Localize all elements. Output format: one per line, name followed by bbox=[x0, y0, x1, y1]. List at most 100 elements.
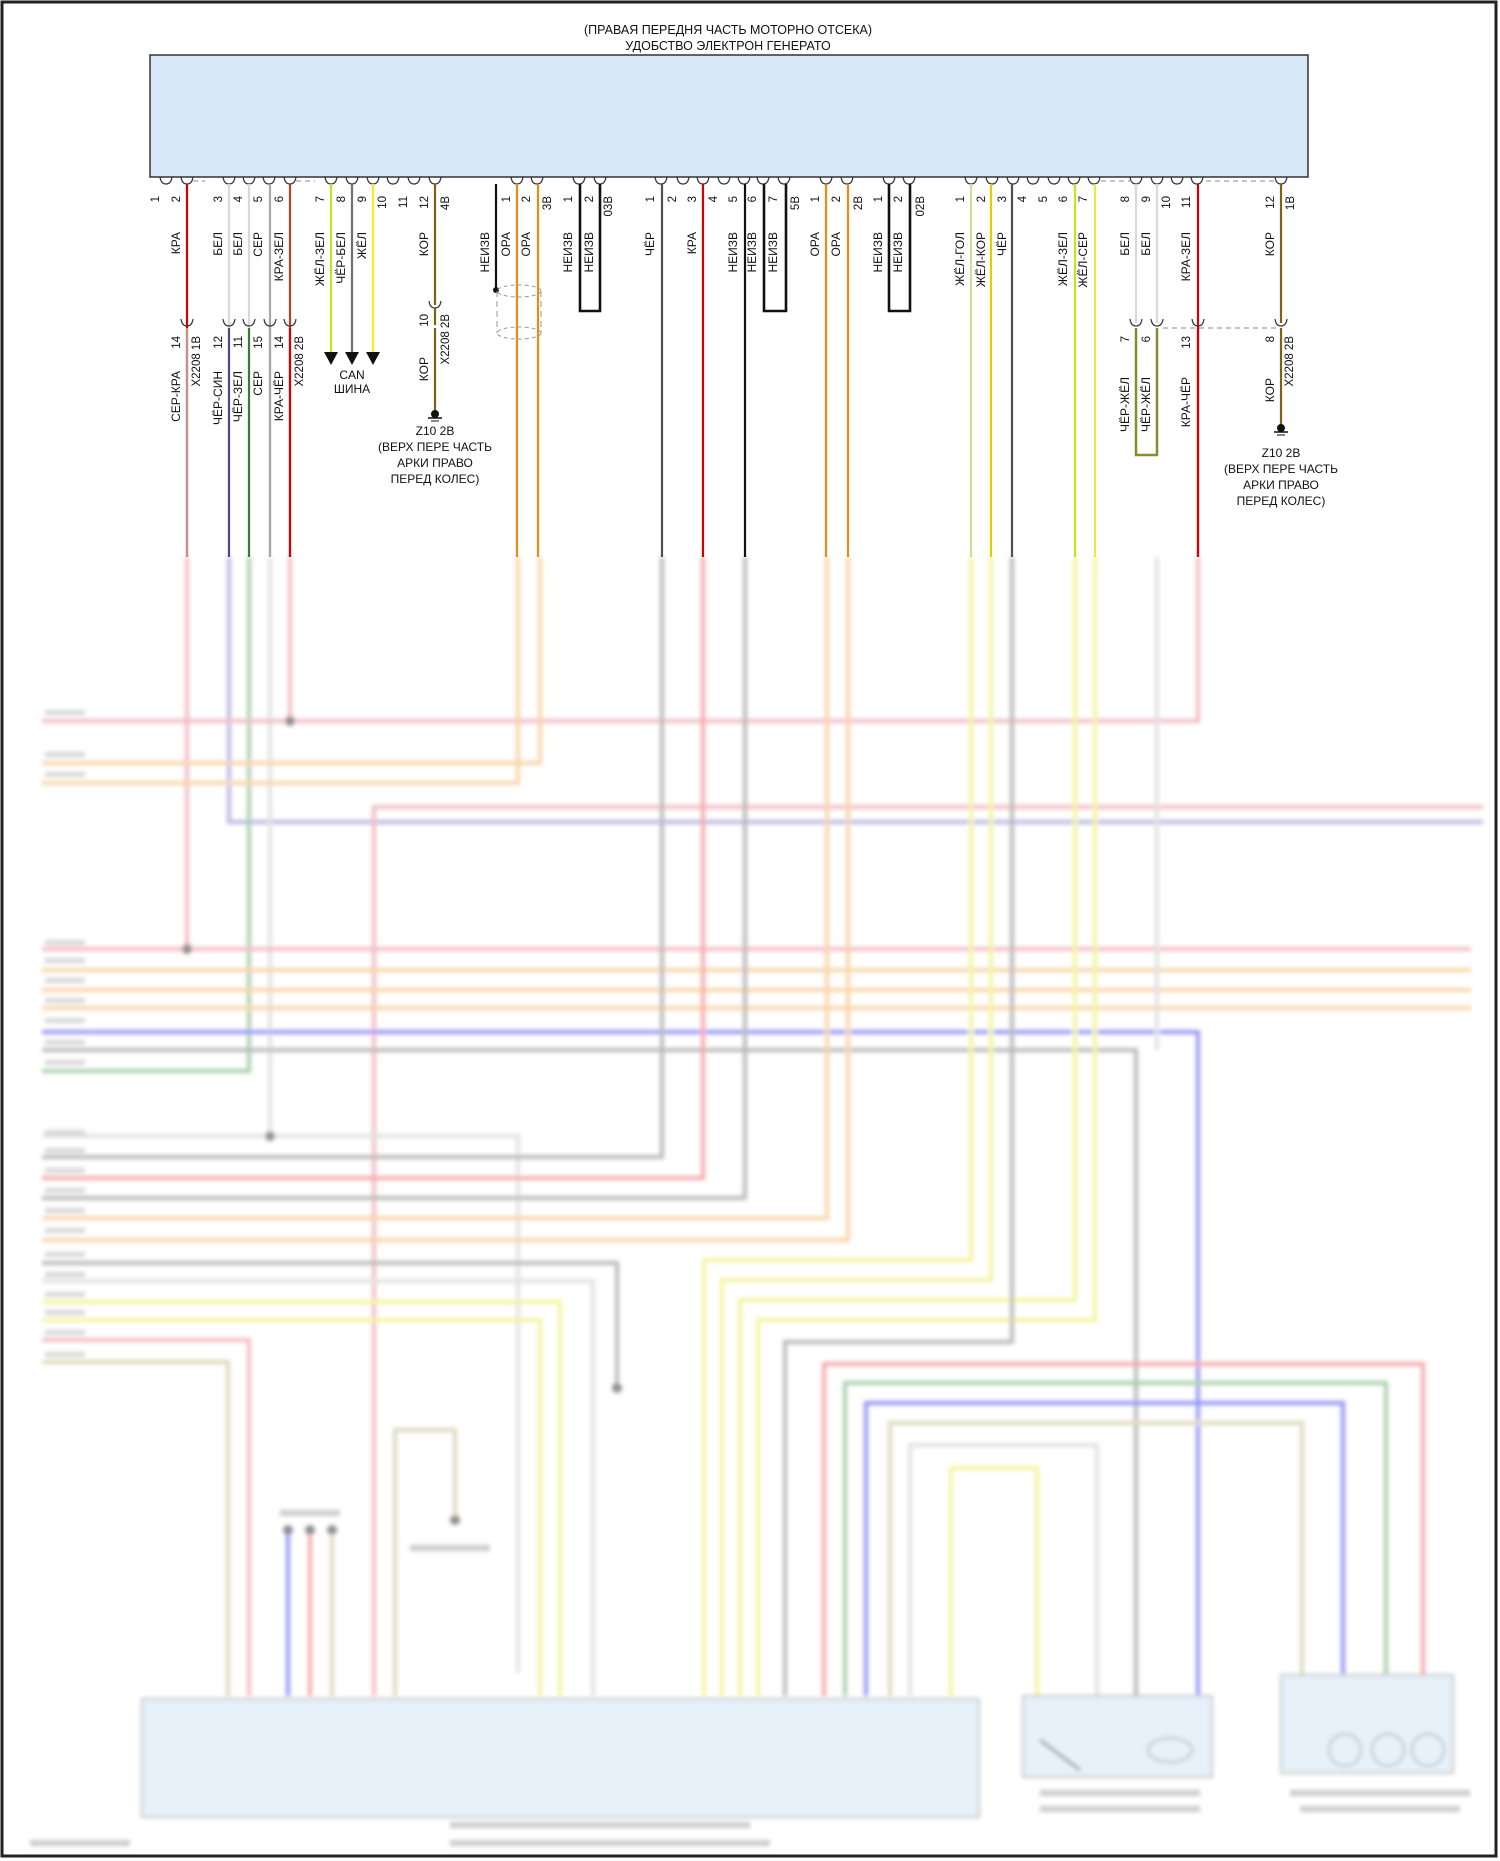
pin-number: 2 bbox=[976, 196, 988, 202]
pin-number: 9 bbox=[357, 196, 369, 202]
ground-location: АРКИ ПРАВО bbox=[1243, 478, 1319, 492]
connector-terminal-icon bbox=[283, 318, 297, 327]
row-label-blur bbox=[45, 978, 85, 983]
wire bbox=[42, 1134, 520, 1673]
pin-number: 10 bbox=[377, 196, 389, 209]
wire bbox=[227, 557, 1483, 824]
caption-blur bbox=[1300, 1806, 1460, 1812]
pin-number: 10 bbox=[419, 314, 431, 327]
wire bbox=[843, 1381, 1388, 1696]
splice-dot bbox=[493, 287, 499, 293]
ground-point-id: Z10 2В bbox=[1262, 446, 1301, 460]
connector-terminal-icon bbox=[1191, 318, 1205, 327]
pin-number: 10 bbox=[1161, 196, 1173, 209]
wire-color-label: ЧЁР bbox=[643, 232, 657, 256]
pin-number: 9 bbox=[1141, 196, 1153, 202]
ground-location: ПЕРЕД КОЛЕС) bbox=[1237, 494, 1326, 508]
wire bbox=[756, 557, 1097, 1696]
connector-terminal-icon bbox=[1026, 176, 1040, 185]
row-label-blur bbox=[45, 752, 85, 757]
caption-blur bbox=[1290, 1790, 1470, 1796]
motor-icon bbox=[1147, 1737, 1193, 1763]
connector-code: 03В bbox=[603, 196, 615, 217]
pin-number: 12 bbox=[419, 196, 431, 209]
pin-number: 11 bbox=[233, 336, 245, 348]
wire bbox=[42, 557, 829, 1220]
wire bbox=[42, 1338, 251, 1696]
wire-color-label: КРА-ЗЕЛ bbox=[272, 232, 286, 281]
wire bbox=[720, 557, 993, 1696]
wire-color-label: ЖЁЛ bbox=[355, 232, 369, 259]
pin-number: 4 bbox=[233, 195, 245, 202]
wire bbox=[888, 1421, 1304, 1696]
connector-code: 4В bbox=[440, 196, 452, 210]
wire bbox=[42, 1318, 542, 1696]
connector-id: X2208 2В bbox=[440, 314, 452, 365]
splice-dot bbox=[305, 1525, 315, 1535]
splice-dot bbox=[612, 1383, 622, 1393]
wire-color-label: ЖЁЛ-ЗЕЛ bbox=[313, 232, 327, 286]
component-box bbox=[1280, 1674, 1454, 1774]
connector-terminal-icon bbox=[1274, 318, 1288, 327]
wire bbox=[372, 805, 1483, 1696]
wire-color-label: КРА-ЧЁР bbox=[1179, 377, 1193, 427]
wire-color-label: БЕЛ bbox=[231, 232, 245, 256]
row-label-blur bbox=[45, 1040, 85, 1045]
caption-blur bbox=[280, 1510, 340, 1516]
connector-terminal-icon bbox=[717, 176, 731, 185]
row-label-blur bbox=[45, 1310, 85, 1315]
generator-module-box[interactable] bbox=[149, 54, 1309, 178]
wire bbox=[42, 557, 705, 1180]
pin-number: 1 bbox=[810, 196, 822, 202]
pin-number: 3 bbox=[213, 196, 225, 202]
connector-id: X2208 2В bbox=[294, 336, 306, 387]
connector-terminal-icon bbox=[242, 318, 256, 327]
wire bbox=[42, 557, 664, 1159]
wire-color-label: ЧЁР-ЖЁЛ bbox=[1139, 377, 1153, 432]
pin-number: 5 bbox=[728, 196, 740, 202]
caption-blur bbox=[30, 1840, 130, 1846]
wire-color-label: НЕИЗВ bbox=[871, 232, 885, 273]
splice-dot bbox=[450, 1515, 460, 1525]
wire-color-label: ЖЁЛ-ГОЛ bbox=[953, 232, 967, 286]
connector-terminal-icon bbox=[1129, 318, 1143, 327]
ground-icon bbox=[1277, 424, 1285, 432]
caption-blur bbox=[450, 1822, 750, 1828]
pin-number: 1 bbox=[873, 196, 885, 202]
pin-number: 8 bbox=[336, 196, 348, 202]
connector-code: 1В bbox=[1285, 196, 1297, 210]
pin-number: 6 bbox=[1141, 336, 1153, 342]
wire bbox=[42, 1279, 595, 1696]
connector-terminal-icon bbox=[1047, 176, 1061, 185]
connector-terminal-icon bbox=[263, 318, 277, 327]
pin-number: 4 bbox=[708, 195, 720, 202]
ground-location: ПЕРЕД КОЛЕС) bbox=[391, 472, 480, 486]
can-bus-arrow-icon bbox=[324, 352, 338, 365]
wire bbox=[42, 1048, 1138, 1696]
row-label-blur bbox=[45, 998, 85, 1003]
pin-number: 8 bbox=[1120, 196, 1132, 202]
row-label-blur bbox=[45, 1018, 85, 1023]
wire-color-label: КОР bbox=[1263, 232, 1277, 256]
wire bbox=[42, 1261, 619, 1388]
pin-number: 2 bbox=[584, 196, 596, 202]
wire bbox=[908, 1443, 1099, 1696]
pin-number: 2 bbox=[831, 196, 843, 202]
wire-color-label: ЧЁР-БЕЛ bbox=[334, 232, 348, 284]
pin-number: 11 bbox=[398, 196, 410, 208]
wire bbox=[42, 557, 251, 1073]
connector-terminal-icon bbox=[180, 318, 194, 327]
row-label-blur bbox=[45, 940, 85, 945]
connector-terminal-icon bbox=[386, 176, 400, 185]
wire-color-label: СЕР-КРА bbox=[169, 371, 183, 422]
wire-color-label: ЧЁР-ЖЁЛ bbox=[1118, 377, 1132, 432]
pin-number: 5 bbox=[253, 196, 265, 202]
wire-color-label: НЕИЗВ bbox=[745, 232, 759, 273]
row-label-blur bbox=[45, 1168, 85, 1173]
connector-terminal-icon bbox=[676, 176, 690, 185]
pin-number: 14 bbox=[274, 335, 286, 348]
wire bbox=[822, 1362, 1425, 1696]
ground-icon bbox=[431, 410, 439, 418]
row-label-blur bbox=[45, 1060, 85, 1065]
pin-number: 7 bbox=[315, 196, 327, 202]
